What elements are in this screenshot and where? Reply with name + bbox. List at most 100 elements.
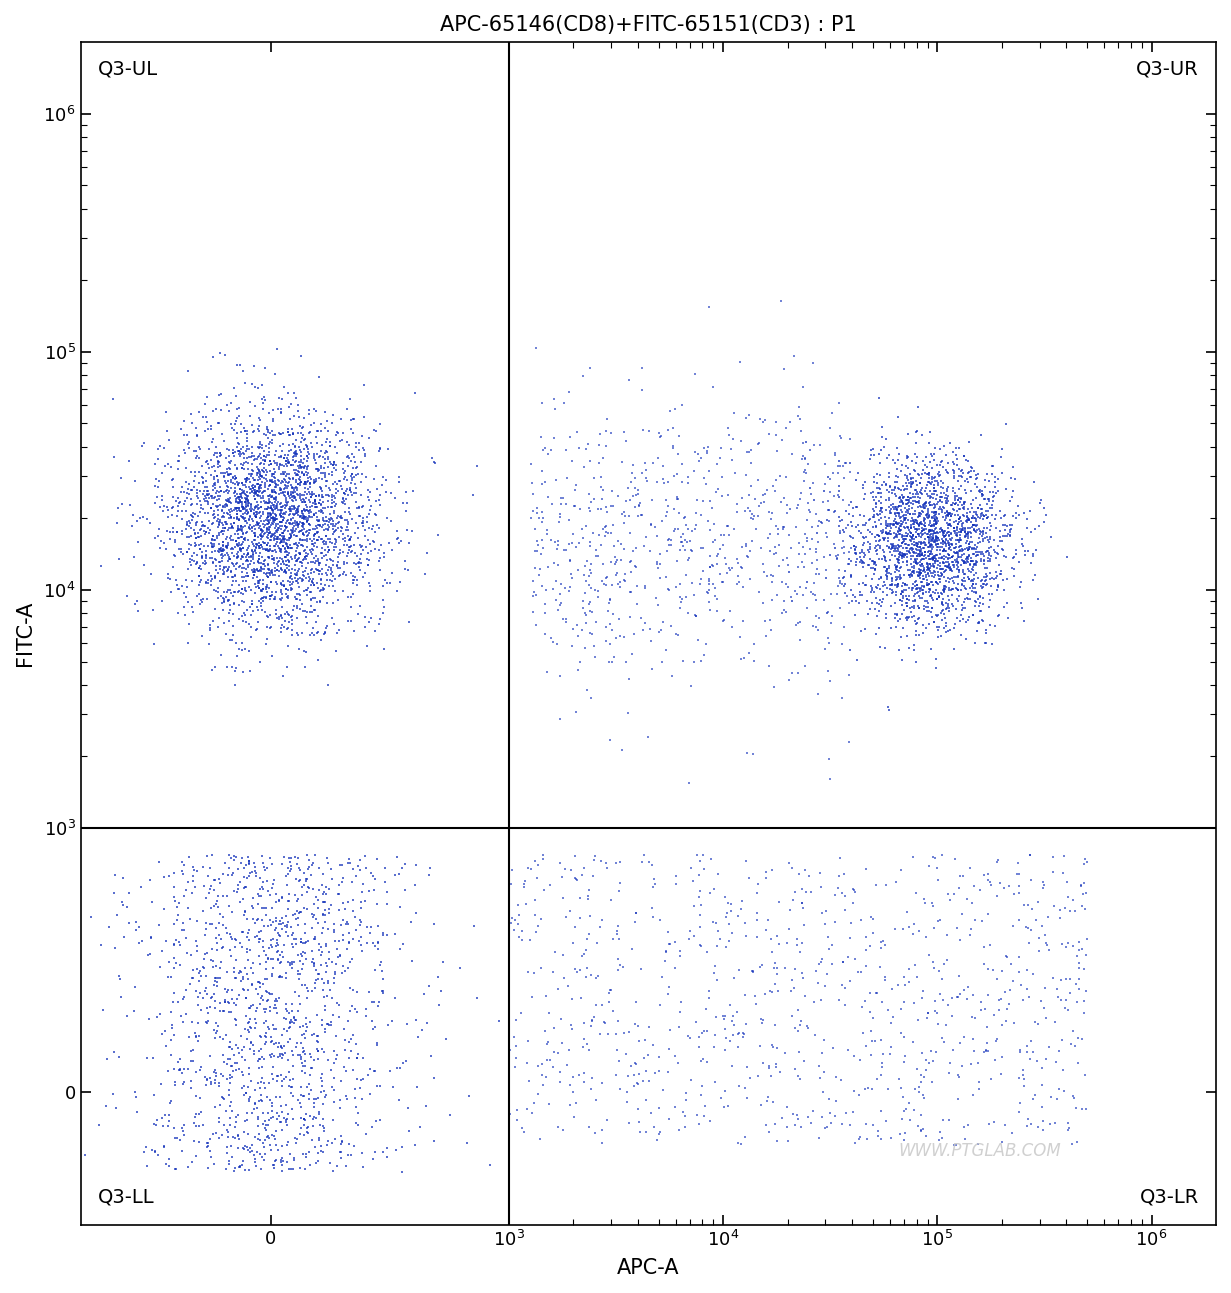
Point	[436, 1028, 455, 1049]
Point	[286, 847, 305, 868]
Point	[875, 967, 895, 988]
Point	[214, 592, 234, 613]
Point	[548, 534, 567, 555]
Point	[897, 534, 917, 555]
Point	[240, 866, 260, 887]
Point	[911, 538, 931, 559]
Point	[619, 668, 639, 689]
Point	[928, 533, 948, 553]
Point	[955, 518, 975, 539]
Point	[540, 1050, 560, 1071]
Point	[798, 597, 817, 618]
Point	[936, 555, 955, 575]
Point	[1056, 936, 1076, 957]
Point	[268, 423, 288, 443]
Point	[229, 556, 249, 577]
Point	[906, 480, 926, 500]
Point	[196, 547, 215, 568]
Point	[311, 936, 331, 957]
Point	[229, 528, 249, 548]
Point	[788, 406, 808, 427]
Point	[165, 529, 185, 550]
Point	[938, 489, 958, 509]
Point	[956, 588, 976, 609]
Point	[896, 504, 916, 525]
Point	[162, 469, 182, 490]
Point	[292, 623, 311, 644]
Point	[889, 478, 908, 499]
Point	[890, 590, 910, 610]
Point	[671, 1002, 691, 1023]
Point	[938, 503, 958, 524]
Point	[234, 544, 254, 565]
Point	[238, 909, 257, 930]
Point	[311, 529, 331, 550]
Point	[576, 940, 596, 961]
Point	[892, 649, 912, 670]
Point	[910, 518, 929, 539]
Point	[886, 516, 906, 537]
Point	[251, 557, 271, 578]
Point	[307, 1038, 326, 1059]
Point	[275, 516, 294, 537]
Point	[261, 586, 281, 606]
Point	[282, 953, 302, 974]
Point	[793, 584, 812, 605]
Point	[278, 537, 298, 557]
Point	[177, 577, 197, 597]
Point	[233, 847, 252, 868]
Point	[731, 431, 751, 451]
Point	[795, 860, 815, 881]
Point	[1069, 1028, 1088, 1049]
Point	[960, 924, 980, 945]
Point	[538, 1050, 558, 1071]
Point	[331, 1126, 351, 1147]
Point	[307, 623, 326, 644]
Point	[963, 574, 982, 595]
Point	[260, 506, 279, 526]
Point	[948, 504, 968, 525]
Point	[327, 555, 347, 575]
Point	[263, 1068, 283, 1089]
Point	[767, 965, 787, 985]
Point	[272, 918, 292, 939]
Point	[233, 507, 252, 528]
Point	[660, 934, 680, 954]
Point	[689, 865, 709, 886]
Point	[968, 537, 987, 557]
Point	[665, 518, 684, 539]
Point	[287, 584, 307, 605]
Point	[586, 546, 606, 566]
Point	[266, 557, 286, 578]
Point	[320, 570, 340, 591]
Point	[677, 531, 697, 552]
Point	[913, 1085, 933, 1106]
Point	[288, 462, 308, 482]
Point	[922, 467, 942, 487]
Point	[636, 1090, 656, 1111]
Point	[302, 941, 321, 962]
Point	[182, 1152, 202, 1173]
Point	[740, 1068, 760, 1089]
Point	[1001, 468, 1020, 489]
Point	[976, 569, 996, 590]
Point	[1051, 970, 1071, 990]
Point	[166, 490, 186, 511]
Point	[311, 468, 331, 489]
Point	[208, 508, 228, 529]
Point	[345, 1135, 364, 1156]
Point	[921, 553, 940, 574]
Point	[920, 546, 939, 566]
Point	[284, 1012, 304, 1033]
Point	[853, 475, 873, 495]
Point	[890, 520, 910, 540]
Point	[281, 513, 300, 534]
Point	[227, 468, 246, 489]
Point	[206, 928, 225, 949]
Point	[801, 484, 821, 504]
Point	[309, 366, 329, 387]
Point	[768, 926, 788, 946]
Point	[297, 487, 316, 508]
Point	[281, 852, 300, 873]
Point	[977, 574, 997, 595]
